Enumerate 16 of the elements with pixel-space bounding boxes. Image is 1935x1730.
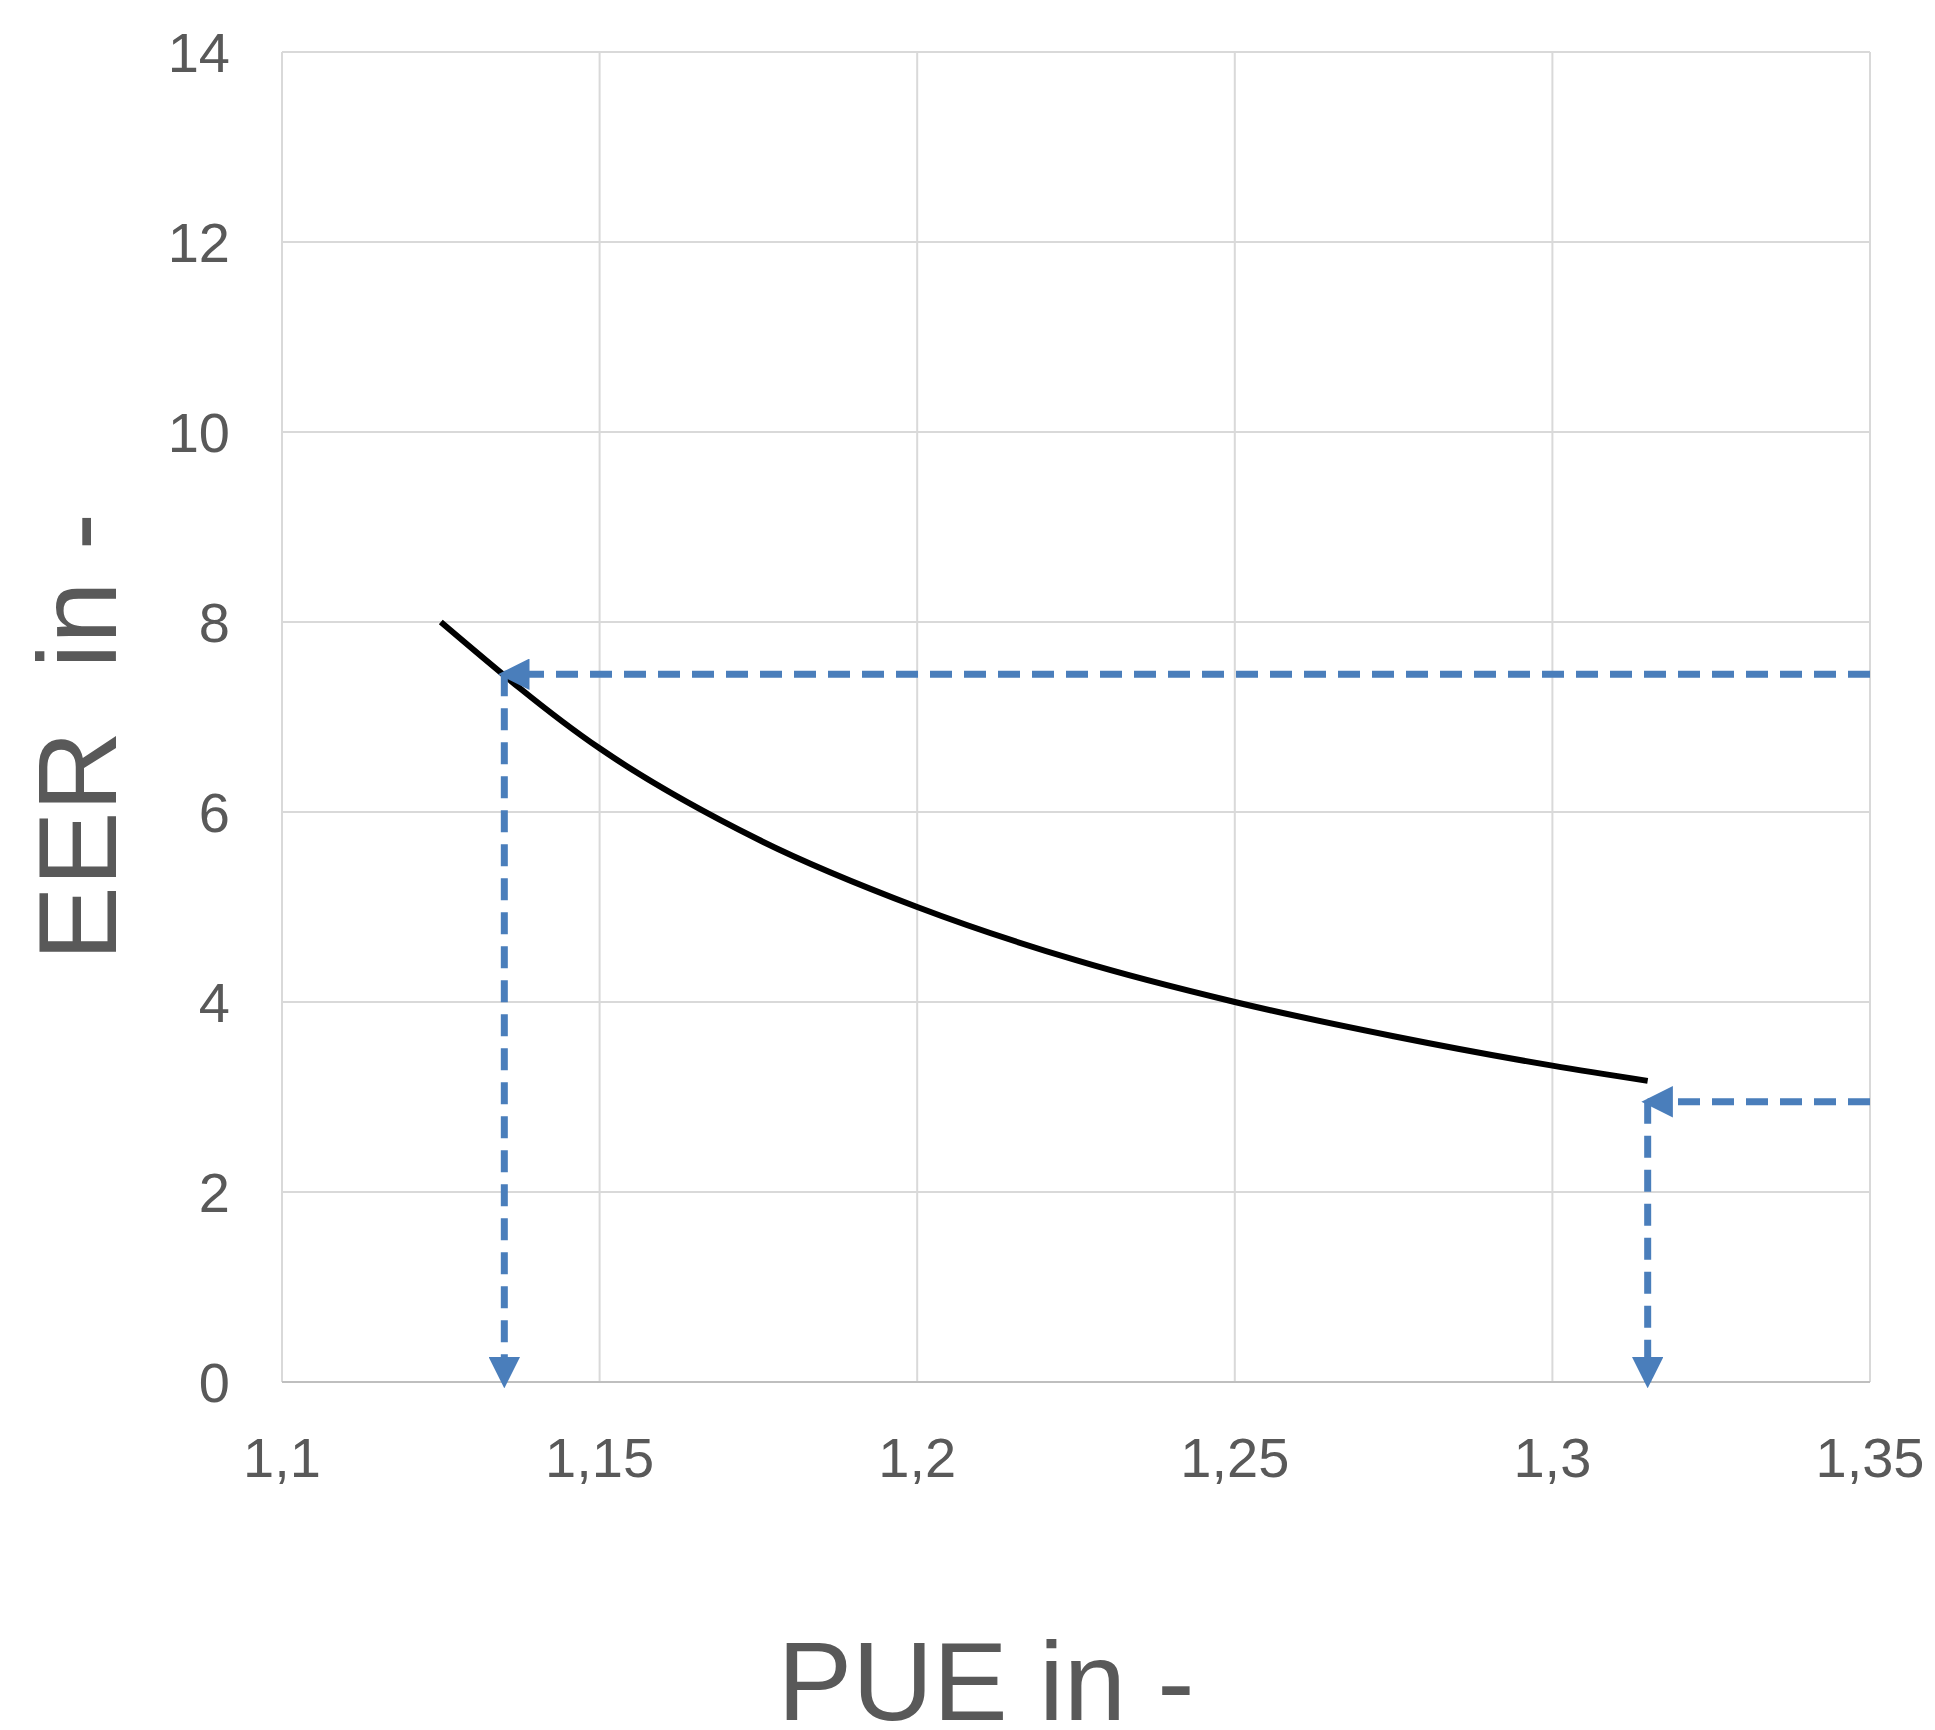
y-tick-label: 6 [198,780,230,844]
y-tick-label: 2 [198,1160,230,1224]
x-tick-label: 1,15 [545,1426,655,1489]
x-tick-label: 1,2 [878,1426,957,1489]
y-tick-label: 4 [198,970,230,1034]
y-tick-label: 10 [167,400,230,464]
x-tick-label: 1,3 [1513,1426,1592,1489]
x-tick-label: 1,1 [243,1426,321,1489]
y-tick-label: 0 [198,1350,230,1414]
y-tick-label: 12 [167,210,230,274]
x-axis-title: PUE in - [777,1619,1195,1730]
y-tick-label: 8 [198,590,230,654]
y-tick-label: 14 [167,20,230,84]
x-tick-label: 1,25 [1180,1426,1290,1489]
x-tick-label: 1,35 [1815,1426,1925,1489]
y-axis-title: EER in - [15,512,140,962]
